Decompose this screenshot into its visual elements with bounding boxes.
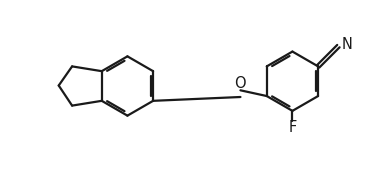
Text: N: N [342,37,353,52]
Text: F: F [288,120,296,135]
Text: O: O [234,76,246,91]
